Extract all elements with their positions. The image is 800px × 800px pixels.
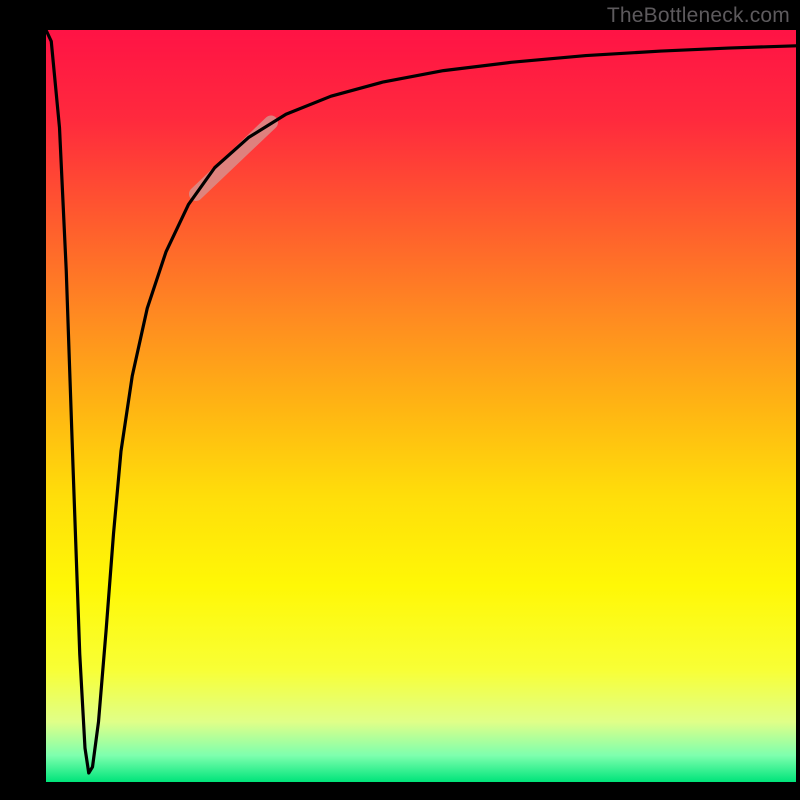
chart-svg xyxy=(0,0,800,800)
plot-background xyxy=(46,30,796,782)
source-label: TheBottleneck.com xyxy=(607,4,790,28)
chart-stage: TheBottleneck.com xyxy=(0,0,800,800)
